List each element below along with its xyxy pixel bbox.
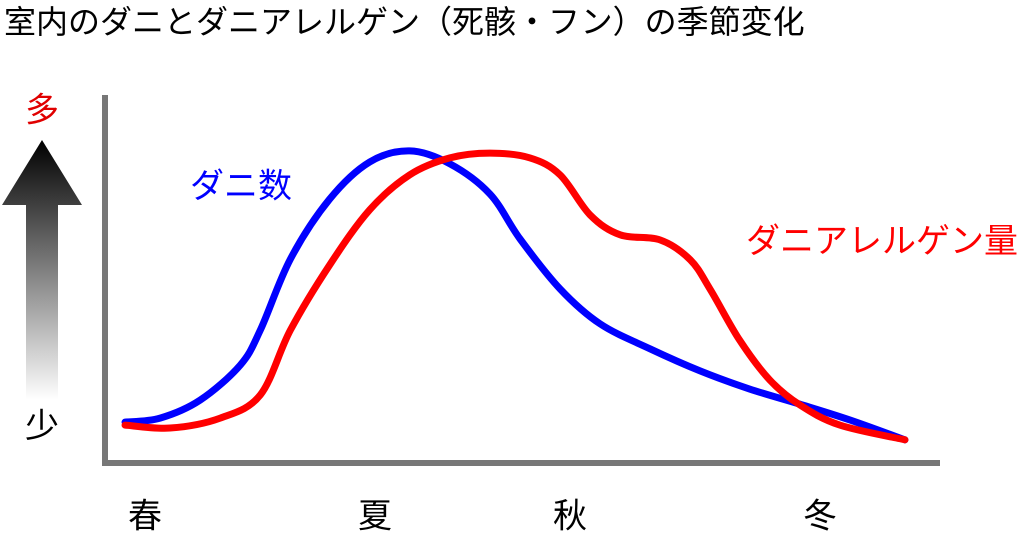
x-category-label: 秋 (553, 497, 587, 537)
series-line (121, 147, 909, 444)
x-category-label: 夏 (358, 497, 392, 537)
y-arrow (2, 140, 82, 400)
x-category-label: 春 (128, 497, 162, 537)
series-line (121, 149, 909, 444)
x-category-label: 冬 (803, 497, 837, 537)
series-label: ダニアレルゲン量 (746, 222, 1018, 262)
y-low-label: 少 (25, 407, 59, 447)
axes (102, 95, 940, 466)
series-label: ダニ数 (190, 167, 292, 207)
y-high-label: 多 (25, 91, 59, 131)
chart-title: 室内のダニとダニアレルゲン（死骸・フン）の季節変化 (4, 3, 805, 41)
